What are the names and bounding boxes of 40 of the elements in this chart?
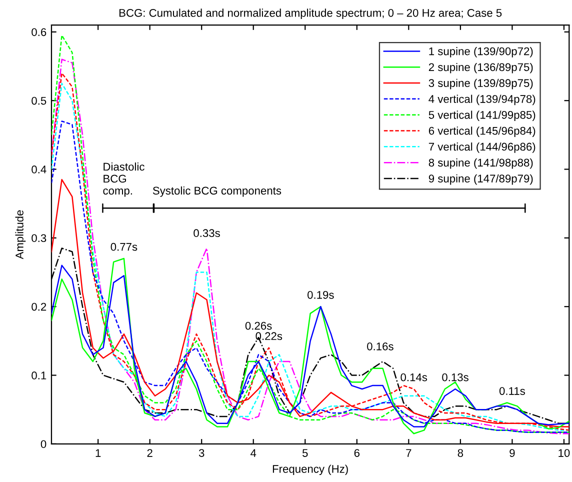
legend-label: 3 supine (139/89p75) [428,78,533,90]
legend-label: 9 supine (147/89p79) [428,174,533,185]
annotation: Diastolic BCG comp. [103,162,144,197]
x-axis-title: Frequency (Hz) [272,464,348,476]
x-tick-label: 6 [354,449,360,457]
y-tick-label: 0.6 [32,28,46,36]
legend-label: 8 supine (141/98p88) [428,158,533,169]
y-axis-title: Amplitude [15,210,26,260]
legend-label: 5 vertical (141/99p85) [428,110,536,122]
annotation: 0.26s [245,322,272,330]
x-tick-label: 4 [250,449,256,457]
x-tick-label: 1 [96,449,101,457]
annotation: 0.77s [110,242,138,251]
x-tick-label: 7 [406,449,412,457]
legend-label: 6 vertical (145/96p84) [428,126,536,137]
annotation: 0.16s [367,342,394,350]
annotation: 0.14s [400,373,428,382]
annotation: 0.33s [194,229,220,238]
annotation: Systolic BCG components [152,186,282,197]
y-tick-label: 0 [40,440,46,448]
y-tick-label: 0.4 [32,166,46,174]
x-tick-label: 3 [198,449,204,457]
x-tick-label: 9 [510,449,515,457]
y-tick-label: 0.1 [32,372,46,380]
legend-label: 2 supine (136/89p75) [428,62,533,74]
annotation: 0.19s [308,290,334,299]
annotation: 0.13s [442,373,468,382]
chart-title: BCG: Cumulated and normalized amplitude spectrum; 0 – 20 Hz area; Case 5 [119,8,502,20]
legend-label: 1 supine (139/90p72) [429,47,533,58]
x-tick-label: 8 [458,449,464,457]
y-tick-label: 0.5 [32,96,46,105]
legend-label: 7 vertical (144/96p86) [428,142,536,153]
x-tick-label: 5 [302,449,308,457]
annotation: 0.22s [256,332,282,340]
x-tick-label: 10 [558,449,570,457]
y-tick-label: 0.3 [32,234,46,242]
annotation: 0.11s [499,387,525,395]
legend-label: 4 vertical (139/94p78) [428,94,536,106]
x-tick-label: 2 [147,449,152,457]
y-tick-label: 0.2 [32,302,46,311]
